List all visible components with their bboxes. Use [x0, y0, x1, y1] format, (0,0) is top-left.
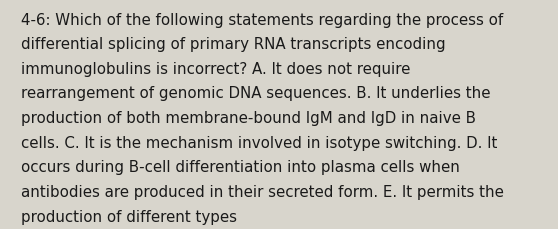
Text: production of both membrane-bound IgM and IgD in naive B: production of both membrane-bound IgM an… [21, 111, 476, 125]
Text: immunoglobulins is incorrect? A. It does not require: immunoglobulins is incorrect? A. It does… [21, 62, 411, 76]
Text: cells. C. It is the mechanism involved in isotype switching. D. It: cells. C. It is the mechanism involved i… [21, 135, 498, 150]
Text: differential splicing of primary RNA transcripts encoding: differential splicing of primary RNA tra… [21, 37, 446, 52]
Text: occurs during B-cell differentiation into plasma cells when: occurs during B-cell differentiation int… [21, 160, 460, 174]
Text: production of different types: production of different types [21, 209, 237, 224]
Text: antibodies are produced in their secreted form. E. It permits the: antibodies are produced in their secrete… [21, 184, 504, 199]
Text: rearrangement of genomic DNA sequences. B. It underlies the: rearrangement of genomic DNA sequences. … [21, 86, 490, 101]
Text: 4-6: Which of the following statements regarding the process of: 4-6: Which of the following statements r… [21, 13, 503, 27]
